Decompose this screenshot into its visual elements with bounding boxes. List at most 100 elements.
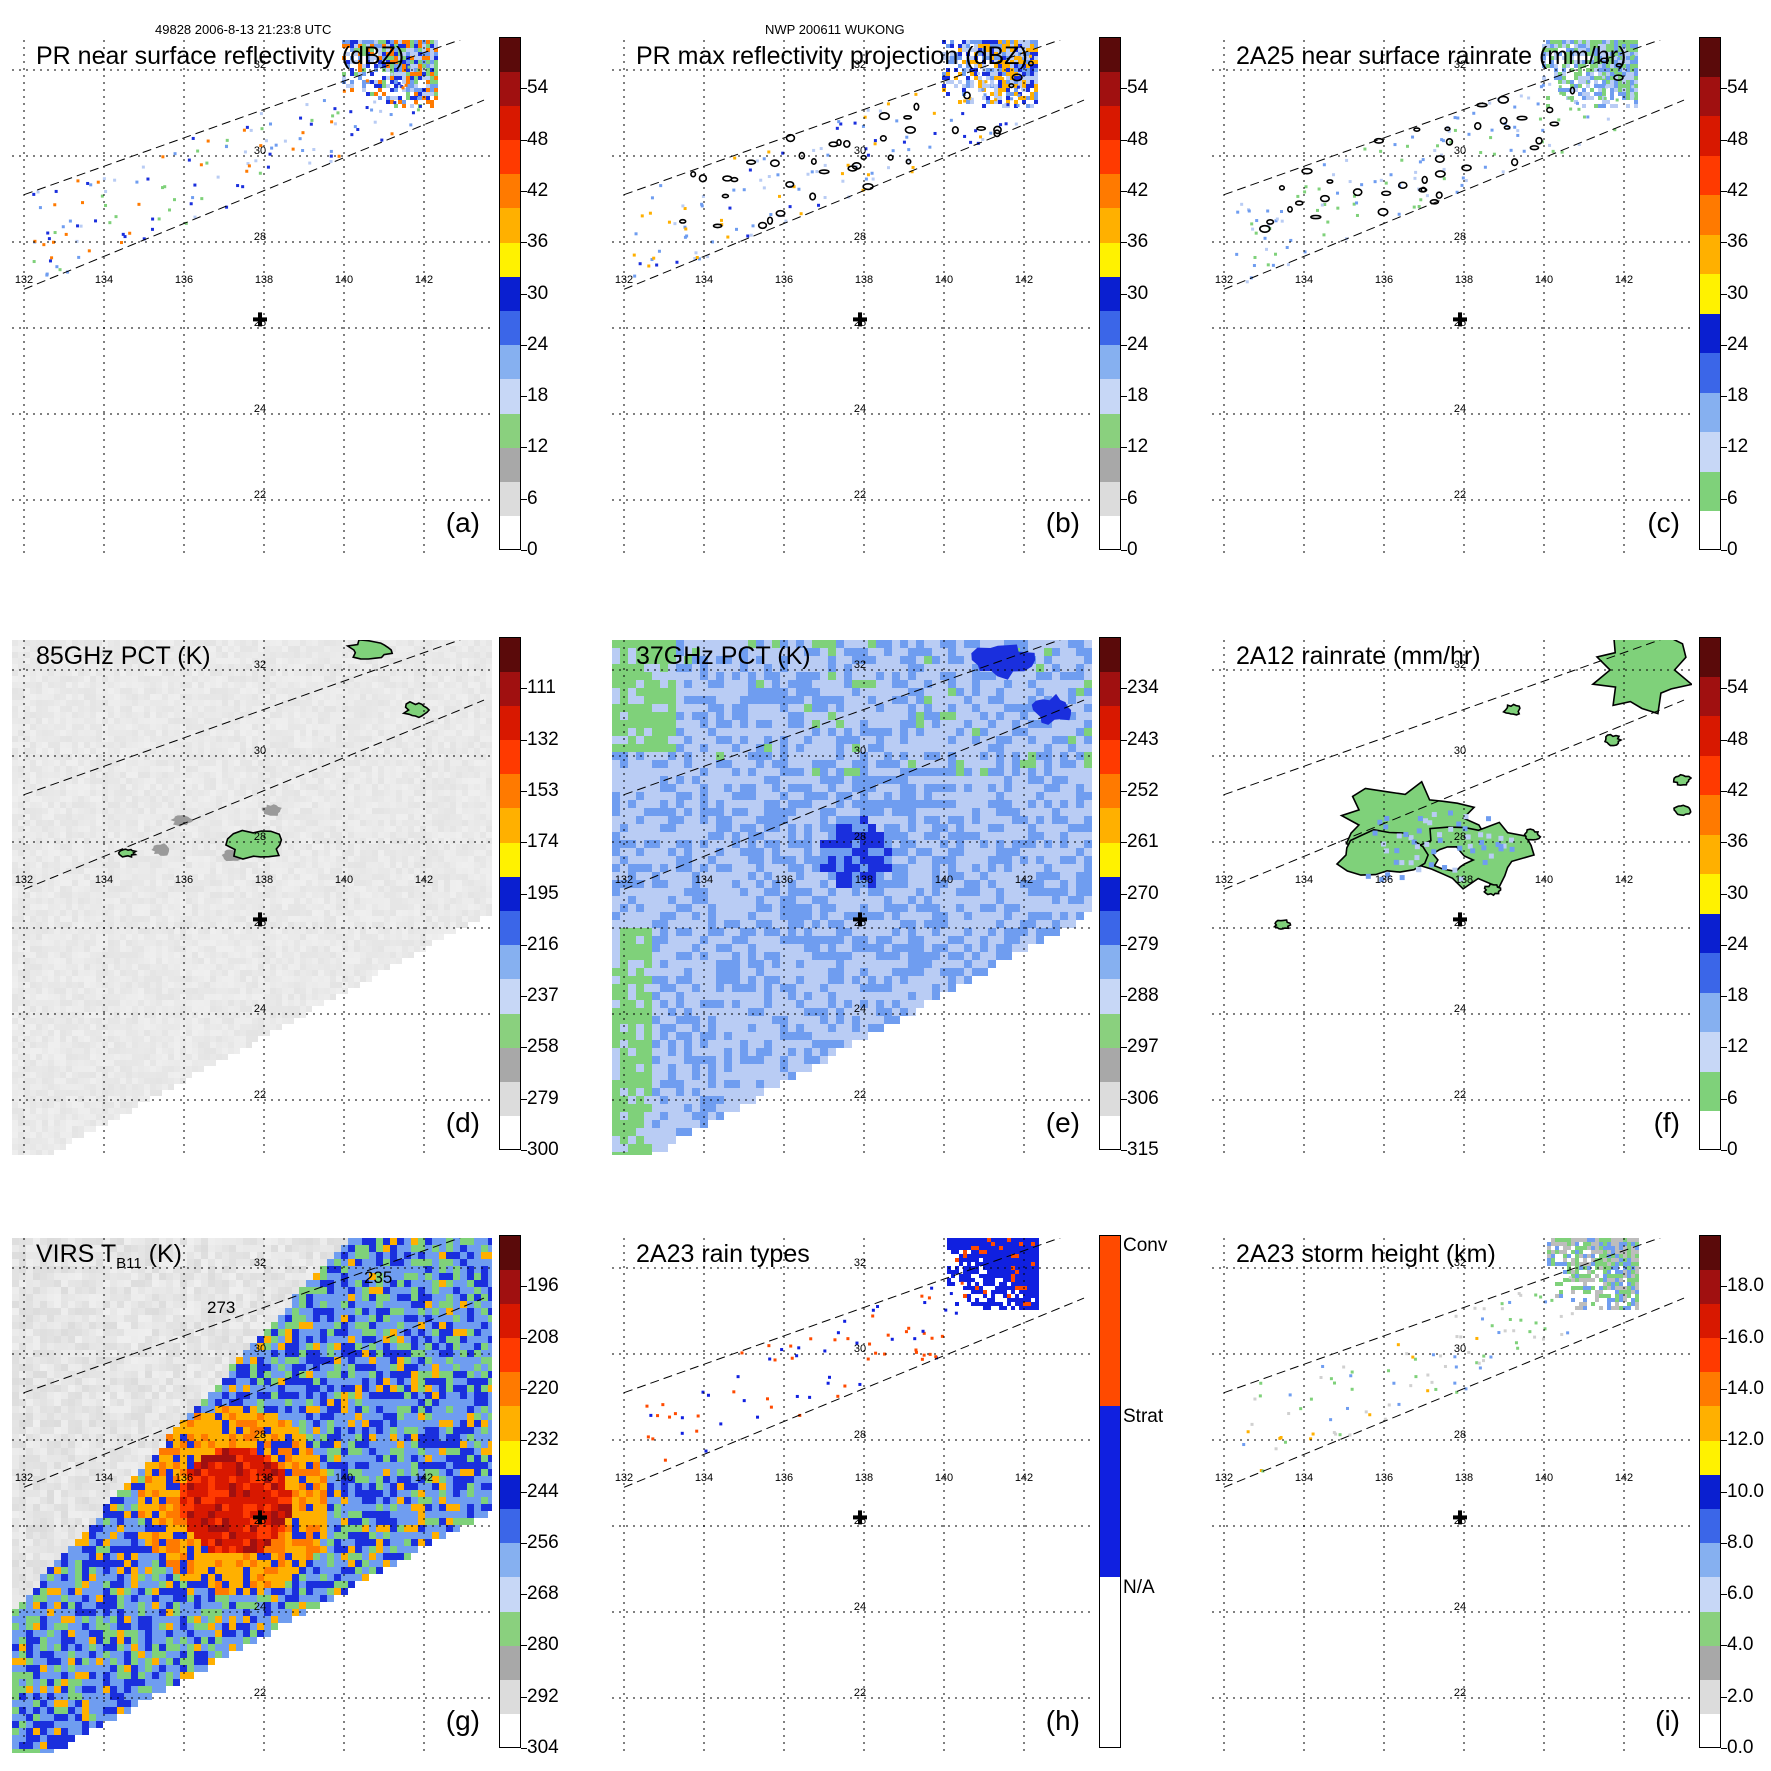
colorbar-tick-label: 261: [1127, 831, 1159, 853]
colorbar-segment: [499, 910, 521, 946]
colorbar-segment: [499, 37, 521, 72]
storm-name-header: NWP 200611 WUKONG: [765, 22, 905, 37]
lat-tick-label: 30: [1454, 745, 1466, 757]
colorbar-segment: [1699, 1508, 1721, 1544]
colorbar-tick: [1121, 344, 1127, 346]
colorbar-segment: [1699, 1110, 1721, 1151]
colorbar-tick: [1121, 1047, 1127, 1049]
pr-swath-edges: [623, 40, 1085, 290]
colorbar-segment: [499, 1645, 521, 1681]
colorbar-segment: [1699, 431, 1721, 472]
panel-label: (g): [445, 1705, 480, 1736]
tick-labels: 132134136138140142323028262422: [15, 59, 433, 501]
colorbar-segment: [1699, 1577, 1721, 1612]
colorbar-segment: [1699, 913, 1721, 954]
colorbar-tick-label: Conv: [1123, 1235, 1168, 1256]
colorbar-segment: [1099, 276, 1121, 312]
lat-tick-label: 28: [854, 831, 866, 843]
colorbar: [499, 637, 521, 1151]
colorbar-segment: [1699, 1611, 1721, 1646]
panel-title-text: 2A12 rainrate (mm/hr): [1236, 642, 1481, 670]
lon-tick-label: 134: [695, 274, 713, 286]
lat-lon-grid: [12, 40, 492, 555]
lat-tick-label: 22: [254, 489, 266, 501]
colorbar: [499, 37, 521, 551]
lat-tick-label: 32: [254, 59, 266, 71]
colorbar-tick-label: 6: [1727, 487, 1738, 509]
lat-tick-label: 28: [854, 1429, 866, 1441]
lat-tick-label: 22: [1454, 1089, 1466, 1101]
lon-tick-label: 134: [1295, 874, 1313, 886]
map-plot: 132134136138140142323028262422: [1212, 40, 1692, 555]
lon-tick-label: 138: [1455, 274, 1473, 286]
colorbar-tick: [521, 1337, 527, 1339]
colorbar-tick-label: 6: [527, 487, 538, 509]
lat-tick-label: 32: [854, 1257, 866, 1269]
colorbar-segment: [1699, 392, 1721, 433]
colorbar-tick-label: 16.0: [1727, 1326, 1764, 1348]
colorbar-segment: [499, 208, 521, 243]
colorbar-tick: [521, 190, 527, 192]
colorbar-tick: [521, 88, 527, 90]
colorbar-tick: [1721, 1440, 1727, 1442]
colorbar-tick-label: 54: [527, 77, 549, 99]
colorbar-segment: [499, 739, 521, 775]
lat-lon-grid: [1212, 40, 1692, 555]
colorbar-tick: [521, 139, 527, 141]
colorbar-tick-label: 196: [527, 1275, 559, 1297]
colorbar-segment: [499, 481, 521, 517]
colorbar-tick: [1721, 996, 1727, 998]
colorbar-tick-label: 24: [1727, 333, 1749, 355]
colorbar-tick-label: 30: [1727, 282, 1749, 304]
colorbar-tick: [1121, 139, 1127, 141]
colorbar-segment: [499, 1713, 521, 1749]
colorbar-segment: [1099, 808, 1121, 843]
colorbar-tick-label: 288: [1127, 985, 1159, 1007]
colorbar-tick-label: 280: [527, 1634, 559, 1656]
colorbar-tick-label: 132: [527, 728, 559, 750]
colorbar-tick: [1721, 1491, 1727, 1493]
lon-tick-label: 138: [855, 274, 873, 286]
panel-b: 132134136138140142323028262422PR max ref…: [612, 40, 1092, 555]
panel-label: (b): [1045, 507, 1080, 538]
colorbar-segment: [499, 1371, 521, 1407]
colorbar-segment: [1099, 876, 1121, 912]
contour-label-235: 235: [364, 1268, 392, 1287]
pr-swath-edges: [23, 1238, 485, 1488]
colorbar-tick: [1721, 447, 1727, 449]
colorbar-tick-label: 54: [1727, 677, 1749, 699]
orbit-time-header: 49828 2006-8-13 21:23:8 UTC: [155, 22, 332, 37]
colorbar-segment: [499, 1406, 521, 1441]
colorbar-segment: [1099, 37, 1121, 72]
lon-tick-label: 138: [1455, 1472, 1473, 1484]
colorbar-tick: [1121, 996, 1127, 998]
colorbar-tick-label: 297: [1127, 1036, 1159, 1058]
lon-tick-label: 134: [1295, 274, 1313, 286]
colorbar-segment: [499, 173, 521, 209]
colorbar-tick-label: 12.0: [1727, 1429, 1764, 1451]
colorbar-segment: [1699, 637, 1721, 677]
colorbar-tick-label: 18: [1127, 385, 1149, 407]
lat-tick-label: 32: [1454, 659, 1466, 671]
colorbar-tick-label: 270: [1127, 882, 1159, 904]
lat-tick-label: 30: [254, 145, 266, 157]
lon-tick-label: 132: [1215, 274, 1233, 286]
lat-tick-label: 28: [254, 831, 266, 843]
panel-d: 13213413613814014232302826242285GHz PCT …: [12, 640, 492, 1155]
field-raintype: [645, 1238, 1039, 1462]
colorbar-segment: [499, 71, 521, 106]
colorbar-segment: [1099, 1406, 1121, 1577]
colorbar-tick: [521, 498, 527, 500]
panel-c: 1321341361381401423230282624222A25 near …: [1212, 40, 1692, 555]
lat-tick-label: 32: [254, 1257, 266, 1269]
colorbar-segment: [1699, 1303, 1721, 1339]
colorbar-tick-label: 48: [1727, 128, 1749, 150]
colorbar-segment: [499, 1577, 521, 1612]
colorbar-tick: [1121, 688, 1127, 690]
colorbar-segment: [499, 876, 521, 912]
colorbar-segment: [1699, 834, 1721, 875]
colorbar-segment: [1099, 1577, 1121, 1748]
contour-label-273: 273: [207, 1298, 235, 1317]
lat-tick-label: 28: [854, 231, 866, 243]
colorbar-segment: [1699, 115, 1721, 156]
